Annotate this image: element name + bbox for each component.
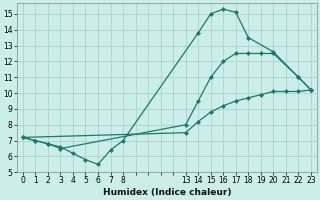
X-axis label: Humidex (Indice chaleur): Humidex (Indice chaleur) — [103, 188, 231, 197]
